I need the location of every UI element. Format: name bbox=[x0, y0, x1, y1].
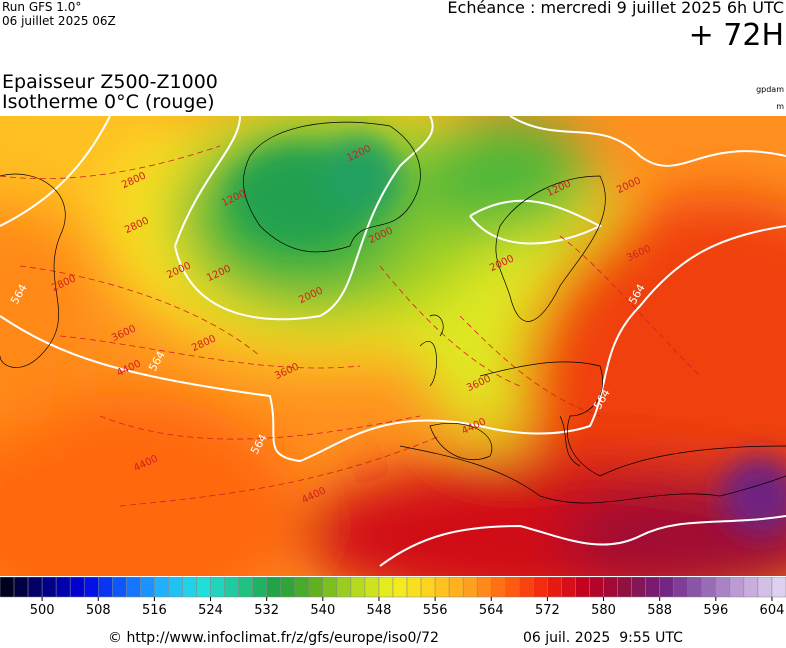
colorbar bbox=[0, 577, 786, 601]
isotherm-contours bbox=[0, 145, 701, 507]
colorbar-swatch bbox=[224, 577, 239, 598]
colorbar-tick-label: 596 bbox=[703, 603, 728, 618]
colorbar-swatch bbox=[462, 577, 478, 598]
colorbar-swatch bbox=[140, 577, 155, 598]
colorbar-swatch bbox=[406, 577, 422, 598]
colorbar-tick-label: 588 bbox=[647, 603, 672, 618]
colorbar-swatch bbox=[238, 577, 253, 598]
colorbar-swatch bbox=[266, 577, 281, 598]
colorbar-swatch bbox=[182, 577, 197, 598]
colorbar-swatch bbox=[210, 577, 225, 598]
title: Epaisseur Z500-Z1000 bbox=[2, 71, 218, 93]
colorbar-swatch bbox=[13, 577, 29, 598]
unit-thickness: gpdam bbox=[756, 85, 784, 94]
colorbar-swatch bbox=[55, 577, 71, 598]
colorbar-swatch bbox=[603, 577, 618, 598]
colorbar-swatch bbox=[294, 577, 310, 598]
unit-iso: m bbox=[776, 102, 784, 111]
colorbar-swatch bbox=[378, 577, 394, 598]
colorbar-tick-label: 580 bbox=[591, 603, 616, 618]
footer-date: 06 juil. 2025 9:55 UTC bbox=[523, 630, 683, 646]
colorbar-swatch bbox=[168, 577, 183, 598]
colorbar-swatch bbox=[547, 577, 562, 598]
lead-time: + 72H bbox=[688, 18, 784, 53]
colorbar-tick-label: 524 bbox=[198, 603, 223, 618]
coastlines bbox=[0, 121, 786, 504]
colorbar-swatch bbox=[589, 577, 604, 598]
colorbar-swatch bbox=[126, 577, 141, 598]
colorbar-swatch bbox=[575, 577, 590, 598]
colorbar-swatch bbox=[0, 577, 15, 598]
colorbar-swatch bbox=[505, 577, 520, 598]
colorbar-tick-label: 556 bbox=[423, 603, 448, 618]
colorbar-swatch bbox=[252, 577, 267, 598]
colorbar-swatch bbox=[322, 577, 338, 598]
colorbar-swatch bbox=[491, 577, 506, 598]
valid-time: Echéance : mercredi 9 juillet 2025 6h UT… bbox=[447, 0, 784, 17]
colorbar-swatch bbox=[687, 577, 703, 598]
colorbar-swatch bbox=[350, 577, 366, 598]
colorbar-tick-label: 540 bbox=[310, 603, 335, 618]
colorbar-tick-label: 516 bbox=[142, 603, 167, 618]
colorbar-labels: 500 508 516 524 532 540 548 556 564 572 580 588 596 6… bbox=[30, 603, 785, 618]
footer-url: © http://www.infoclimat.fr/z/gfs/europe/… bbox=[108, 630, 439, 646]
colorbar-swatch bbox=[41, 577, 57, 598]
colorbar-swatch bbox=[420, 577, 436, 598]
colorbar-swatch bbox=[533, 577, 548, 598]
colorbar-swatch bbox=[434, 577, 450, 598]
colorbar-swatch bbox=[476, 577, 492, 598]
colorbar-tick-label: 548 bbox=[367, 603, 392, 618]
colorbar-tick-label: 508 bbox=[86, 603, 111, 618]
colorbar-swatch bbox=[112, 577, 127, 598]
colorbar-swatch bbox=[69, 577, 85, 598]
subtitle: Isotherme 0°C (rouge) bbox=[2, 91, 215, 113]
colorbar-swatch bbox=[659, 577, 674, 598]
colorbar-swatch bbox=[631, 577, 646, 598]
colorbar-swatch bbox=[280, 577, 296, 598]
colorbar-swatch bbox=[448, 577, 464, 598]
colorbar-swatch bbox=[392, 577, 408, 598]
colorbar-swatch bbox=[27, 577, 43, 598]
thickness-core bbox=[230, 136, 786, 536]
colorbar-swatch bbox=[617, 577, 632, 598]
colorbar-swatch bbox=[701, 577, 717, 598]
colorbar-swatch bbox=[757, 577, 773, 598]
colorbar-swatch bbox=[771, 577, 786, 598]
colorbar-swatch bbox=[336, 577, 352, 598]
colorbar-swatch bbox=[519, 577, 534, 598]
colorbar-swatch bbox=[83, 577, 99, 598]
run-label: Run GFS 1.0° bbox=[2, 0, 82, 14]
colorbar-swatch bbox=[154, 577, 169, 598]
colorbar-swatch bbox=[715, 577, 731, 598]
colorbar-swatch bbox=[743, 577, 759, 598]
colorbar-tick-label: 532 bbox=[254, 603, 279, 618]
colorbar-swatch bbox=[729, 577, 745, 598]
colorbar-swatch bbox=[308, 577, 324, 598]
colorbar-swatch bbox=[98, 577, 113, 598]
colorbar-swatch bbox=[196, 577, 211, 598]
colorbar-swatch bbox=[561, 577, 576, 598]
run-date: 06 juillet 2025 06Z bbox=[2, 14, 116, 28]
colorbar-tick-label: 564 bbox=[479, 603, 504, 618]
colorbar-tick-label: 500 bbox=[30, 603, 55, 618]
thickness-contours bbox=[0, 116, 786, 567]
colorbar-swatch bbox=[645, 577, 660, 598]
colorbar-swatch bbox=[364, 577, 380, 598]
map: 2800280028002800120012001200120020002000… bbox=[0, 116, 786, 576]
colorbar-tick-label: 572 bbox=[535, 603, 560, 618]
colorbar-swatch bbox=[673, 577, 689, 598]
colorbar-tick-label: 604 bbox=[760, 603, 785, 618]
